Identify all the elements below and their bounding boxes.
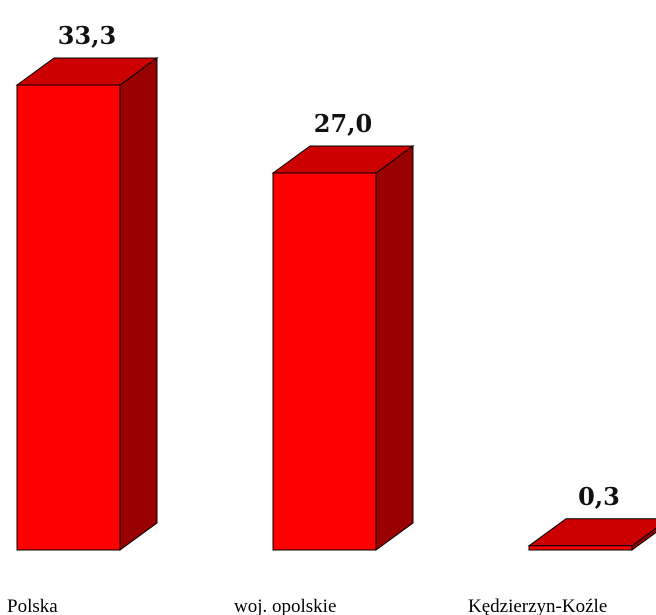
- value-label-woj-opolskie: 27,0: [314, 109, 372, 138]
- category-labels-group: Polska woj. opolskie Kędzierzyn-Koźle: [7, 596, 607, 615]
- category-label-kedzierzyn-kozle: Kędzierzyn-Koźle: [468, 596, 607, 615]
- bar-polska: [15, 57, 159, 551]
- value-label-kedzierzyn-kozle: 0,3: [578, 482, 620, 511]
- bar-front-woj-opolskie: [272, 172, 377, 551]
- value-label-polska: 33,3: [58, 21, 116, 50]
- bar-side-polska: [119, 57, 158, 551]
- bar-top-kedzierzyn-kozle: [527, 518, 656, 547]
- value-labels-group: 33,3 27,0 0,3: [58, 21, 620, 511]
- bar-front-polska: [16, 84, 121, 551]
- bar-kedzierzyn-kozle: [527, 518, 656, 551]
- bars-group: [15, 57, 656, 551]
- bar-front-kedzierzyn-kozle: [528, 545, 633, 551]
- bar-woj-opolskie: [271, 144, 415, 551]
- category-label-polska: Polska: [7, 596, 58, 615]
- category-label-woj-opolskie: woj. opolskie: [234, 596, 336, 615]
- bar-side-woj-opolskie: [375, 144, 414, 551]
